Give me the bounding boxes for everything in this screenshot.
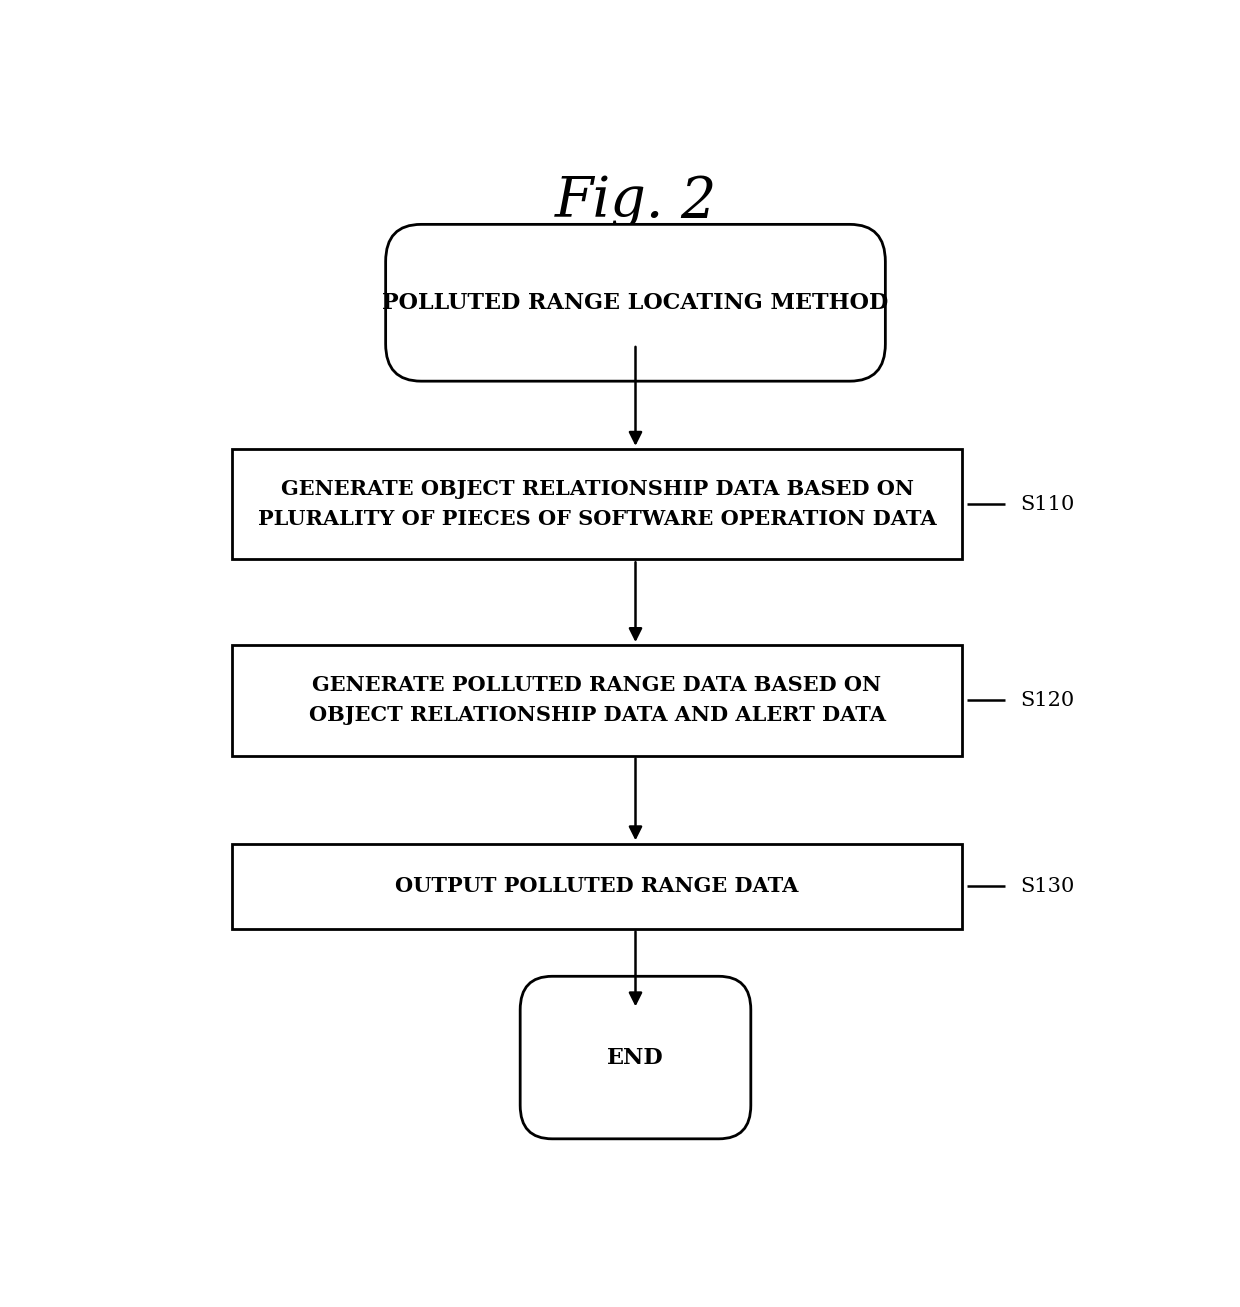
FancyBboxPatch shape [521,976,751,1138]
Text: GENERATE POLLUTED RANGE DATA BASED ON
OBJECT RELATIONSHIP DATA AND ALERT DATA: GENERATE POLLUTED RANGE DATA BASED ON OB… [309,676,885,725]
Text: Fig. 2: Fig. 2 [554,175,717,230]
Text: S120: S120 [1019,691,1074,710]
Text: S130: S130 [1019,877,1074,897]
FancyBboxPatch shape [232,644,962,755]
FancyBboxPatch shape [232,844,962,929]
Text: GENERATE OBJECT RELATIONSHIP DATA BASED ON
PLURALITY OF PIECES OF SOFTWARE OPERA: GENERATE OBJECT RELATIONSHIP DATA BASED … [258,480,936,529]
Text: POLLUTED RANGE LOCATING METHOD: POLLUTED RANGE LOCATING METHOD [382,291,889,314]
FancyBboxPatch shape [232,448,962,559]
FancyBboxPatch shape [386,225,885,382]
Text: OUTPUT POLLUTED RANGE DATA: OUTPUT POLLUTED RANGE DATA [396,877,799,897]
Text: S110: S110 [1019,494,1074,514]
Text: END: END [608,1047,663,1069]
